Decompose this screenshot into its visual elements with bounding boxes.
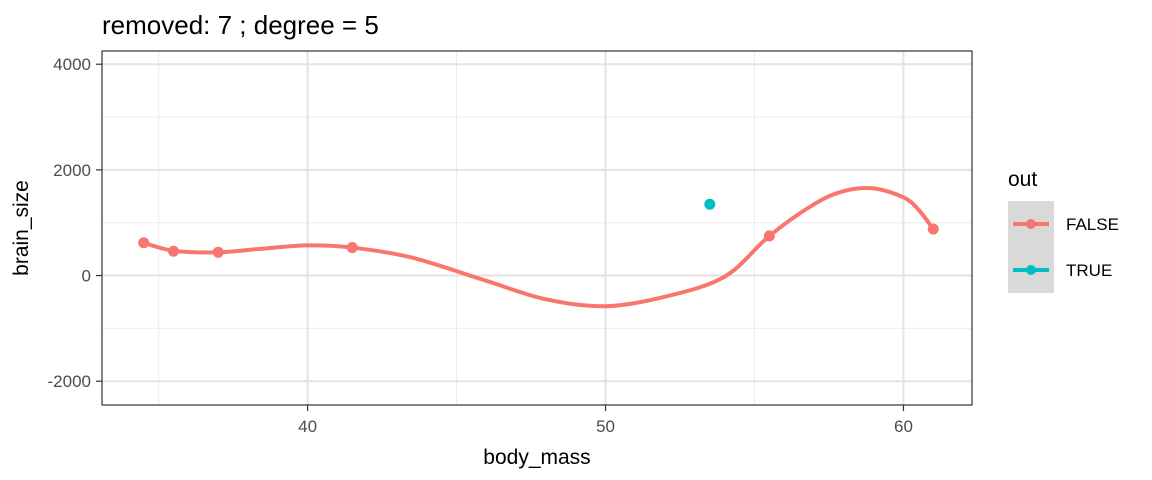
x-tick-label: 60 [894, 417, 913, 436]
legend-label: FALSE [1066, 215, 1119, 234]
legend-key-point [1026, 265, 1036, 275]
legend-key-point [1026, 219, 1036, 229]
y-tick-label: 0 [82, 267, 91, 286]
grid-minor [102, 51, 972, 405]
y-tick-label: -2000 [48, 372, 91, 391]
data-point-false [763, 230, 775, 242]
data-point-false [346, 242, 358, 254]
legend-key-background [1008, 201, 1054, 293]
plot-panel [102, 51, 972, 405]
x-axis: 40 50 60 [298, 405, 913, 436]
y-tick-label: 2000 [53, 161, 91, 180]
data-points [138, 198, 939, 258]
chart-title: removed: 7 ; degree = 5 [102, 10, 379, 40]
x-tick-label: 50 [596, 417, 615, 436]
legend: out FALSE TRUE [1008, 168, 1119, 293]
x-axis-label: body_mass [483, 446, 590, 469]
plot-border [101, 50, 973, 406]
y-axis-label: brain_size [10, 180, 33, 276]
y-tick-label: 4000 [53, 55, 91, 74]
data-point-false [168, 245, 180, 257]
y-axis: -2000 0 2000 4000 [48, 55, 102, 391]
grid-major [102, 51, 972, 405]
fit-curve [141, 185, 936, 309]
legend-title: out [1008, 168, 1037, 191]
legend-label: TRUE [1066, 261, 1112, 280]
data-point-true [704, 198, 716, 210]
legend-entries: FALSE TRUE [1008, 201, 1119, 293]
x-tick-label: 40 [298, 417, 317, 436]
data-point-false [138, 237, 150, 249]
data-point-false [927, 223, 939, 235]
data-point-false [212, 246, 224, 258]
